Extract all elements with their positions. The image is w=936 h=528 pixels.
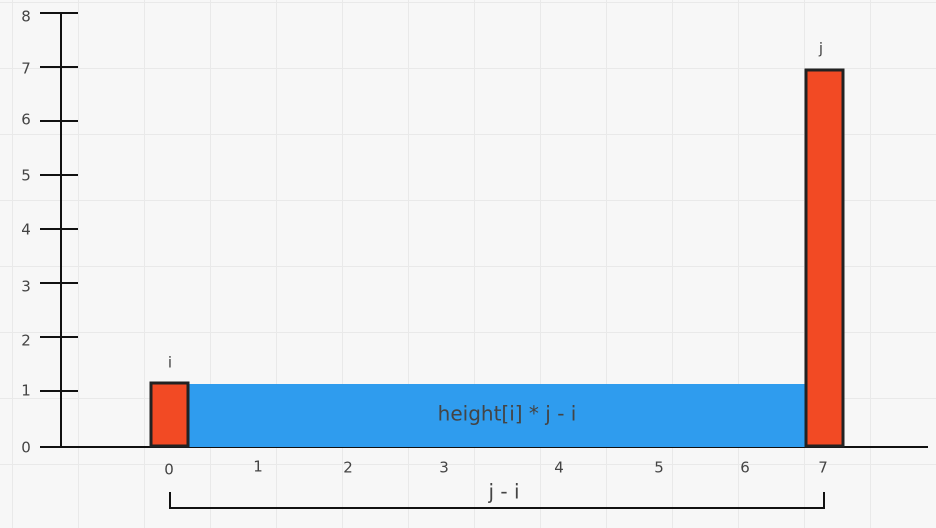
x-tick-label-1: 1 (253, 458, 263, 476)
y-tick-label-4: 4 (21, 221, 31, 239)
x-tick-label-5: 5 (654, 459, 664, 477)
x-tick-label-6: 6 (740, 459, 750, 477)
x-tick-label-2: 2 (343, 459, 353, 477)
y-tick-label-8: 8 (21, 8, 31, 26)
area-rectangle (188, 384, 806, 447)
y-tick-label-3: 3 (21, 278, 31, 296)
x-axis-ticks: 0 1 2 3 4 5 6 7 (164, 458, 828, 479)
y-tick-label-2: 2 (21, 332, 31, 350)
bar-i (149, 381, 190, 448)
y-axis-ticks: 0 1 2 3 4 5 6 7 8 (21, 8, 78, 457)
y-tick-label-5: 5 (21, 167, 31, 185)
bar-j (804, 68, 845, 448)
span-bracket (169, 492, 825, 509)
x-tick-label-7: 7 (818, 459, 828, 477)
bar-i-label: i (168, 354, 172, 372)
x-tick-label-3: 3 (439, 459, 449, 477)
y-tick-label-7: 7 (21, 60, 31, 78)
y-tick-label-1: 1 (21, 382, 31, 400)
x-tick-label-4: 4 (554, 459, 564, 477)
x-tick-label-0: 0 (164, 461, 174, 479)
bar-j-label: j (818, 40, 823, 58)
area-label: height[i] * j - i (438, 402, 577, 426)
span-bracket-label: j - i (487, 480, 519, 504)
y-tick-label-6: 6 (21, 111, 31, 129)
y-tick-label-0: 0 (21, 439, 31, 457)
